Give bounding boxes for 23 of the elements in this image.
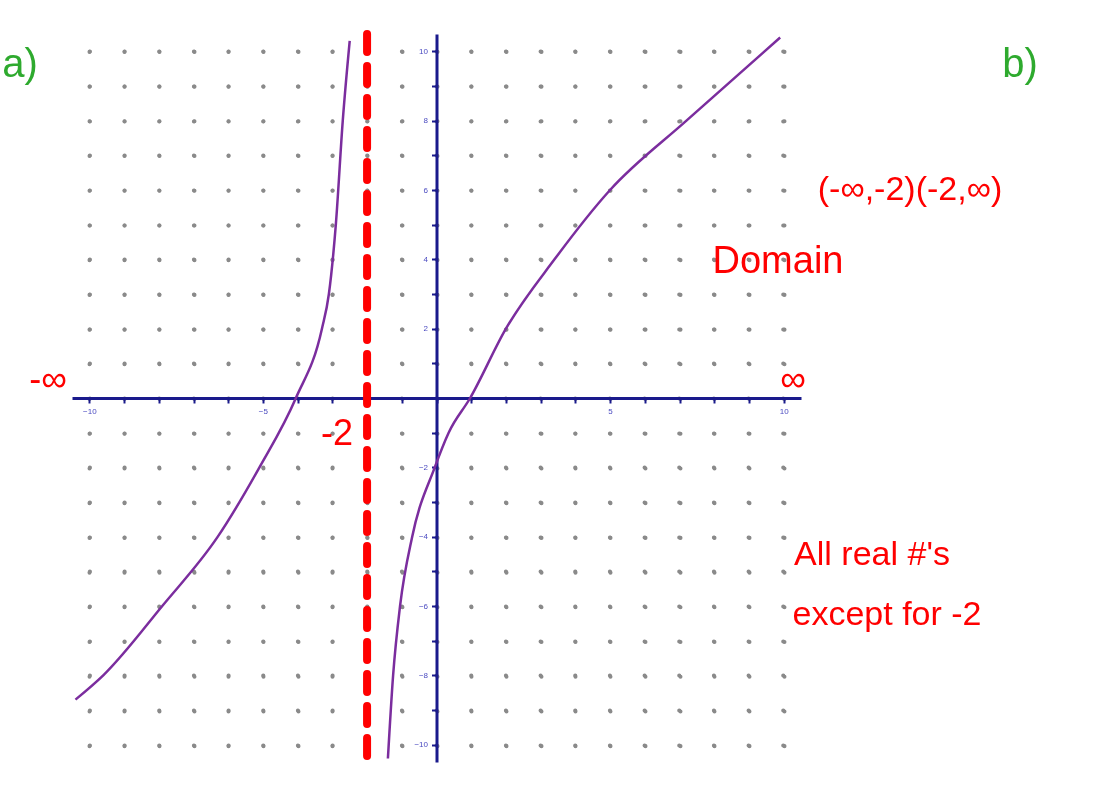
text: -∞ <box>29 358 67 399</box>
y-tick-label: 6 <box>423 185 429 195</box>
y-tick-label: 10 <box>419 46 429 56</box>
y-tick-label: −6 <box>418 601 429 611</box>
y-tick-label: 8 <box>423 116 429 126</box>
y-tick-label: 2 <box>423 324 429 334</box>
y-tick-label: −4 <box>418 532 429 542</box>
annotation: ∞ <box>780 358 806 399</box>
y-tick-label: −8 <box>418 670 429 680</box>
annotation: except for -2 <box>792 594 982 632</box>
annotation: All real #'s <box>794 534 950 572</box>
ref-line-label: -2 <box>321 412 354 453</box>
y-tick-label: −10 <box>414 740 429 750</box>
y-tick-label: −2 <box>418 462 429 472</box>
x-tick-label: 5 <box>608 406 614 416</box>
text: (-∞,-2)(-2,∞) <box>817 169 1003 207</box>
text: b) <box>1002 41 1038 85</box>
x-tick-label: 10 <box>779 406 790 416</box>
x-tick-label: −10 <box>83 406 98 416</box>
chart-title: a) <box>2 41 38 85</box>
annotation: Domain <box>712 239 844 281</box>
x-tick-label: −5 <box>258 406 269 416</box>
y-tick-label: 4 <box>423 254 429 264</box>
